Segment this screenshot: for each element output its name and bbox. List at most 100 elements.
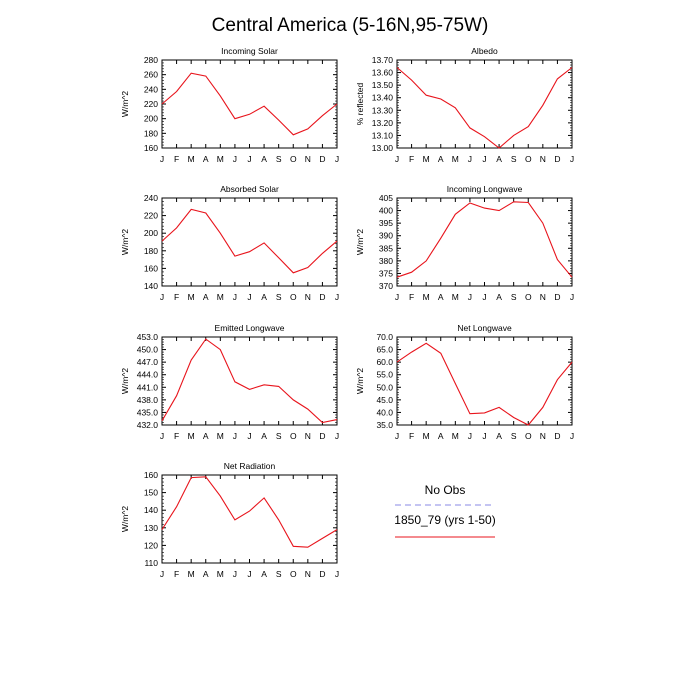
x-tick-label: J (482, 431, 486, 441)
x-tick-label: S (276, 569, 282, 579)
panel-title: Albedo (471, 46, 498, 56)
x-tick-label: S (511, 292, 517, 302)
x-tick-label: M (188, 431, 195, 441)
y-tick-label: 160 (144, 263, 158, 273)
figure-title: Central America (5-16N,95-75W) (212, 15, 489, 36)
x-tick-label: O (290, 431, 297, 441)
y-tick-label: 150 (144, 488, 158, 498)
y-tick-label: 450.0 (137, 345, 159, 355)
y-tick-label: 13.10 (372, 130, 394, 140)
x-tick-label: J (233, 431, 237, 441)
panel-title: Incoming Longwave (447, 184, 523, 194)
series-line (161, 476, 338, 548)
y-axis-label: W/m^2 (120, 91, 130, 117)
x-tick-label: F (174, 154, 179, 164)
series-line (161, 338, 338, 424)
y-tick-label: 160 (144, 470, 158, 480)
x-tick-label: A (203, 569, 209, 579)
x-tick-label: J (160, 292, 164, 302)
x-tick-label: N (305, 431, 311, 441)
x-tick-label: O (290, 569, 297, 579)
panel-1: Albedo 13.00 13.10 13.20 13.30 13.40 13.50 13.6… (355, 46, 574, 164)
y-tick-label: 50.0 (376, 382, 393, 392)
x-tick-label: J (335, 154, 339, 164)
x-tick-label: A (261, 431, 267, 441)
y-axis-label: W/m^2 (120, 506, 130, 532)
y-axis-label: W/m^2 (355, 229, 365, 255)
x-tick-label: J (395, 431, 399, 441)
y-tick-label: 160 (144, 143, 158, 153)
x-tick-label: M (423, 154, 430, 164)
x-tick-label: A (261, 154, 267, 164)
y-tick-label: 35.0 (376, 420, 393, 430)
y-axis-label: W/m^2 (120, 229, 130, 255)
y-tick-label: 70.0 (376, 332, 393, 342)
x-tick-label: S (276, 431, 282, 441)
x-tick-label: J (395, 292, 399, 302)
x-tick-label: J (233, 292, 237, 302)
y-tick-label: 45.0 (376, 395, 393, 405)
x-tick-label: D (554, 154, 560, 164)
x-tick-label: S (276, 154, 282, 164)
plot-frame (396, 59, 573, 149)
x-tick-label: D (319, 154, 325, 164)
x-tick-label: M (217, 154, 224, 164)
y-tick-label: 40.0 (376, 407, 393, 417)
x-tick-label: J (335, 292, 339, 302)
series-line (161, 72, 338, 136)
x-tick-label: J (335, 569, 339, 579)
x-tick-label: M (452, 292, 459, 302)
x-tick-label: F (409, 292, 414, 302)
x-tick-label: J (570, 431, 574, 441)
y-tick-label: 240 (144, 193, 158, 203)
x-tick-label: N (305, 154, 311, 164)
y-tick-label: 400 (379, 206, 393, 216)
y-tick-label: 200 (144, 228, 158, 238)
x-tick-label: M (188, 292, 195, 302)
x-tick-label: J (335, 431, 339, 441)
y-tick-label: 441.0 (137, 382, 159, 392)
series-line (396, 67, 573, 149)
y-tick-label: 140 (144, 505, 158, 515)
x-tick-label: J (468, 292, 472, 302)
x-tick-label: O (290, 292, 297, 302)
panel-5: Net Longwave 35.0 40.0 45.0 50.0 55.0 60.0 65.0… (355, 323, 574, 441)
y-tick-label: 13.20 (372, 118, 394, 128)
series-line (396, 342, 573, 426)
y-tick-label: 180 (144, 246, 158, 256)
x-tick-label: J (468, 154, 472, 164)
x-tick-label: D (319, 292, 325, 302)
y-tick-label: 395 (379, 218, 393, 228)
x-tick-label: O (525, 292, 532, 302)
x-tick-label: J (233, 154, 237, 164)
y-tick-label: 65.0 (376, 345, 393, 355)
x-tick-label: A (203, 292, 209, 302)
y-tick-label: 432.0 (137, 420, 159, 430)
x-tick-label: F (174, 569, 179, 579)
x-tick-label: M (188, 154, 195, 164)
x-tick-label: J (160, 431, 164, 441)
x-tick-label: N (540, 431, 546, 441)
series-line (161, 208, 338, 274)
x-tick-label: A (261, 569, 267, 579)
x-tick-label: A (496, 431, 502, 441)
y-tick-label: 13.40 (372, 93, 394, 103)
y-tick-label: 220 (144, 99, 158, 109)
legend: No Obs 1850_79 (yrs 1-50) (394, 483, 496, 538)
x-tick-label: M (452, 431, 459, 441)
plot-frame (161, 197, 338, 287)
y-tick-label: 375 (379, 268, 393, 278)
y-tick-label: 60.0 (376, 357, 393, 367)
x-tick-label: A (203, 431, 209, 441)
x-tick-label: J (247, 431, 251, 441)
x-tick-label: J (247, 569, 251, 579)
x-tick-label: A (261, 292, 267, 302)
x-tick-label: M (217, 569, 224, 579)
x-tick-label: F (409, 154, 414, 164)
y-tick-label: 13.60 (372, 68, 394, 78)
y-axis-label: W/m^2 (120, 368, 130, 394)
plot-frame (161, 59, 338, 149)
